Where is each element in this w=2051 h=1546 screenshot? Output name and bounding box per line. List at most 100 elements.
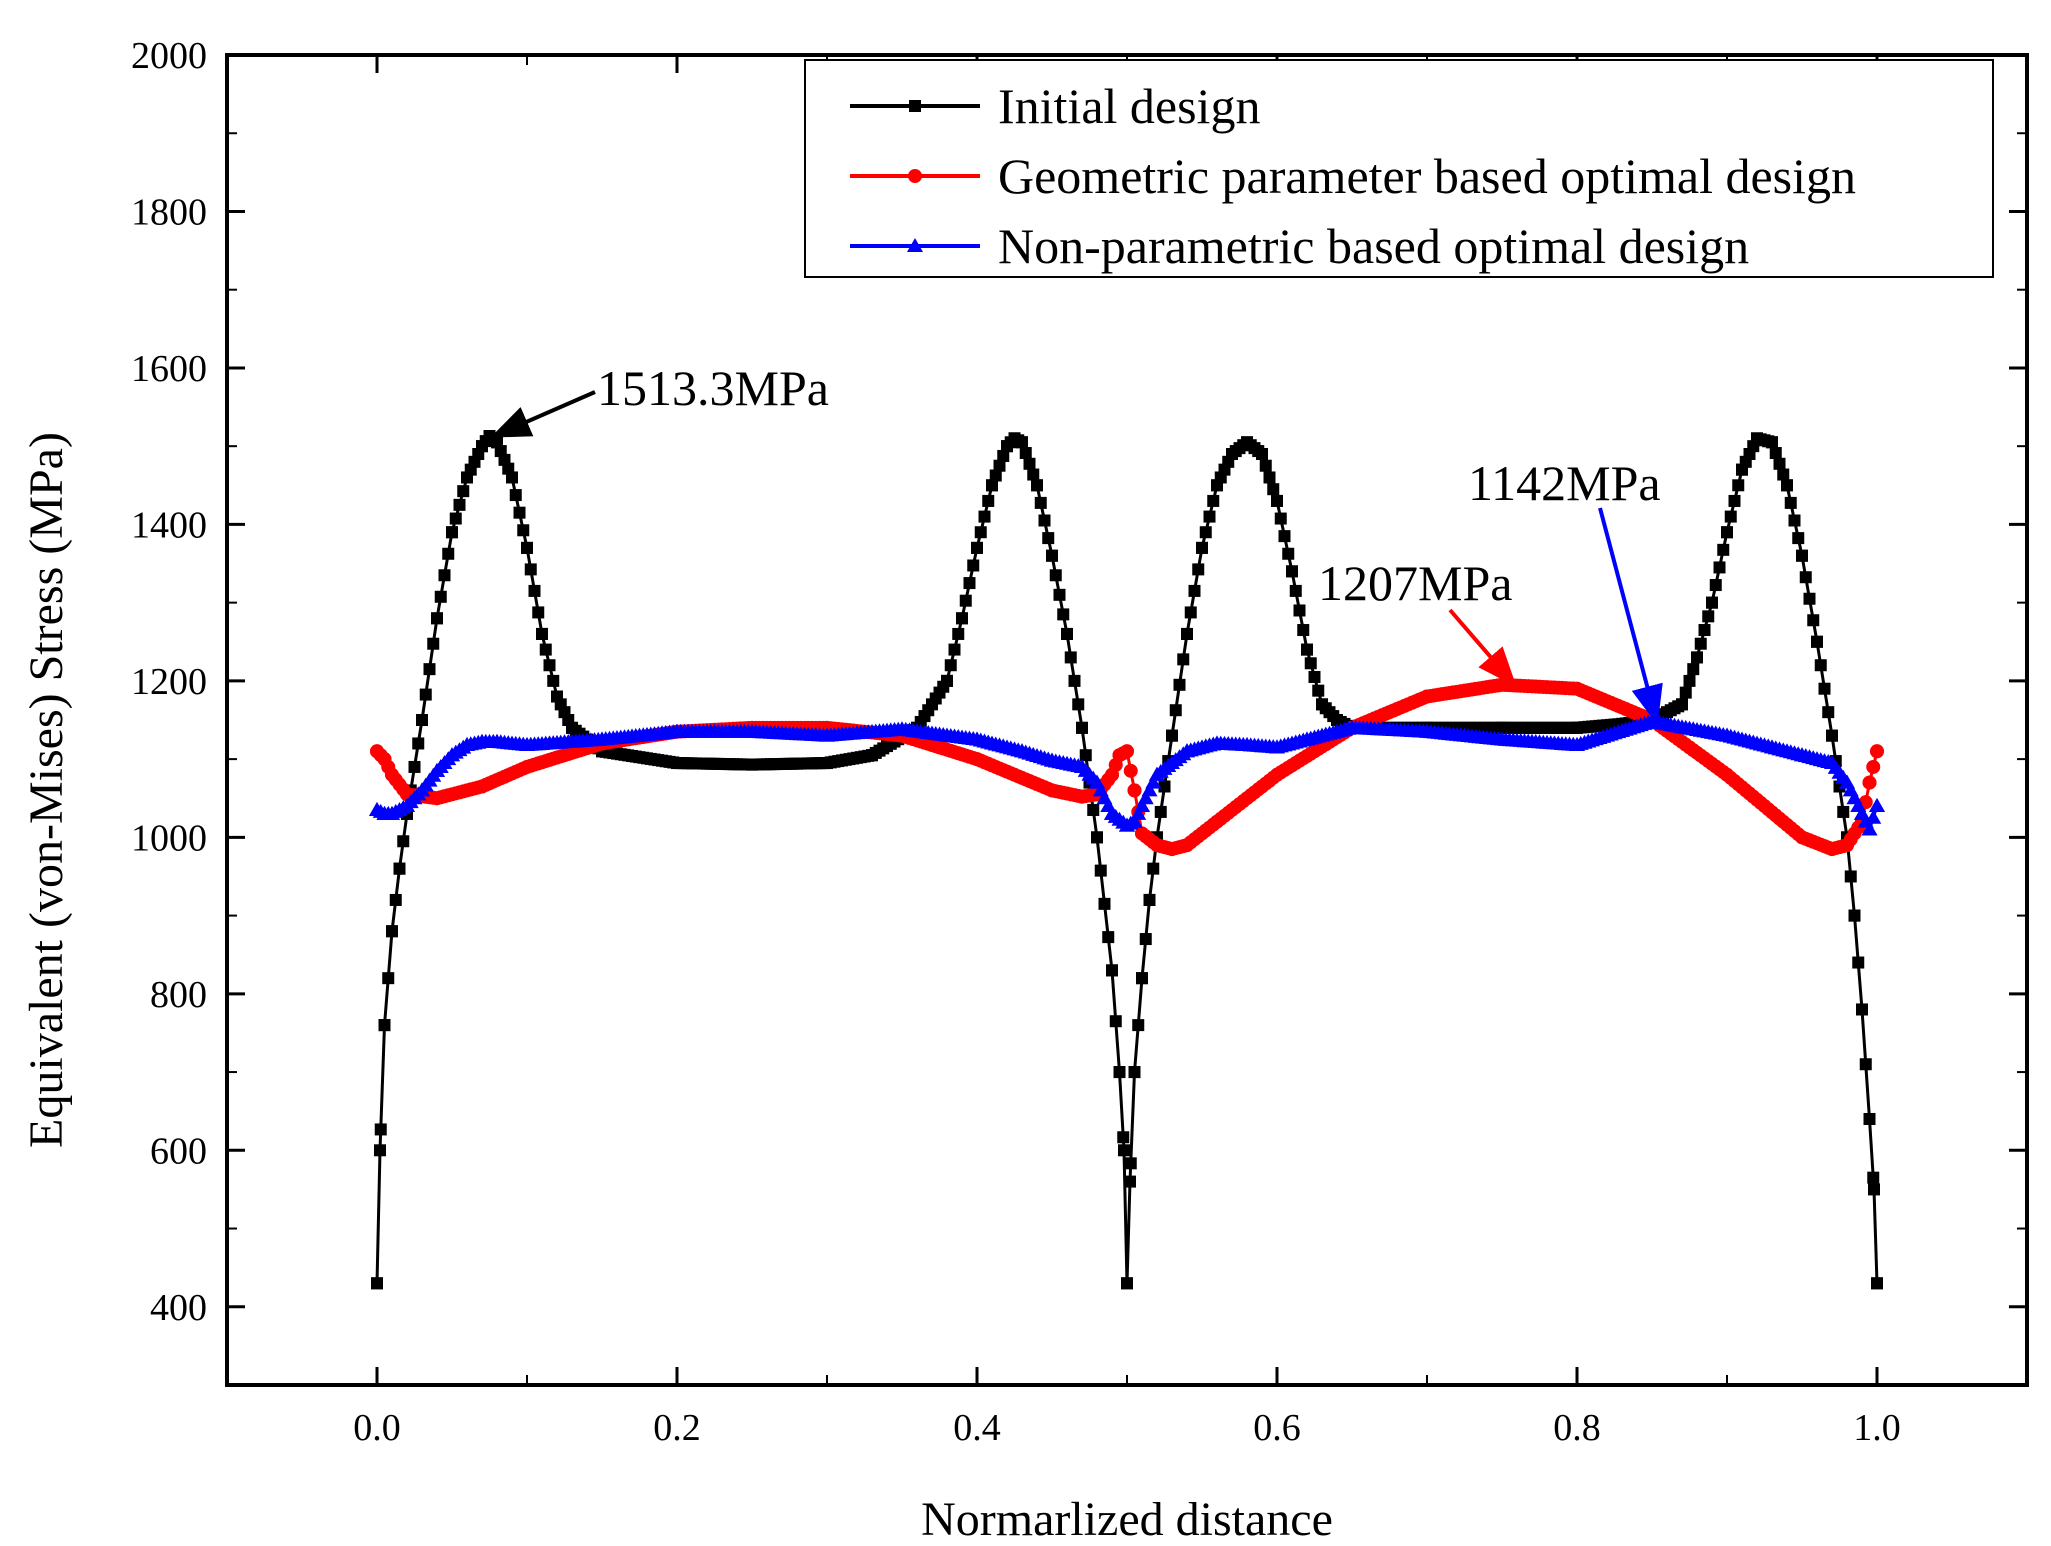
data-point bbox=[1120, 744, 1134, 759]
data-point bbox=[1147, 862, 1160, 875]
data-point bbox=[594, 731, 610, 746]
data-point bbox=[1134, 798, 1150, 813]
data-point bbox=[389, 893, 402, 906]
data-point bbox=[528, 584, 541, 597]
data-point bbox=[1728, 494, 1741, 507]
data-point bbox=[1869, 798, 1885, 813]
data-point bbox=[967, 559, 980, 572]
data-point bbox=[1496, 721, 1508, 734]
data-point bbox=[476, 440, 488, 453]
data-point bbox=[536, 627, 548, 640]
data-point bbox=[1861, 821, 1878, 836]
data-point bbox=[438, 569, 451, 582]
data-point bbox=[1304, 657, 1317, 670]
data-point bbox=[671, 757, 683, 770]
data-point bbox=[1076, 721, 1088, 734]
data-point bbox=[1301, 643, 1313, 656]
legend-label: Geometric parameter based optimal design bbox=[998, 148, 1856, 204]
data-point bbox=[532, 606, 545, 619]
data-point bbox=[1053, 588, 1066, 601]
data-point bbox=[1241, 436, 1253, 449]
data-point bbox=[1154, 805, 1167, 818]
data-point bbox=[374, 1123, 387, 1136]
data-point bbox=[1282, 547, 1295, 560]
data-point bbox=[1123, 763, 1138, 778]
y-tick-label: 1200 bbox=[131, 661, 207, 703]
data-point bbox=[524, 563, 537, 576]
data-point bbox=[1852, 956, 1865, 969]
y-tick-label: 600 bbox=[150, 1130, 207, 1172]
data-point bbox=[423, 663, 436, 676]
data-point bbox=[1072, 698, 1085, 711]
data-point bbox=[1862, 775, 1877, 790]
data-point bbox=[1825, 842, 1839, 857]
data-point bbox=[821, 757, 833, 770]
data-point bbox=[475, 779, 489, 794]
data-point bbox=[393, 862, 406, 875]
data-point bbox=[461, 471, 473, 484]
y-tick-label: 1800 bbox=[131, 191, 207, 233]
data-point bbox=[971, 541, 983, 554]
data-point bbox=[1044, 752, 1060, 767]
tick-labels: 0.0 0.2 0.4 0.6 0.8 1.0 400 600 800 1000 1200 1400 1… bbox=[131, 35, 1901, 1449]
x-tick-label: 0.0 bbox=[353, 1407, 401, 1449]
data-point bbox=[1811, 635, 1823, 648]
data-point bbox=[489, 733, 505, 748]
data-point bbox=[416, 714, 428, 726]
data-point bbox=[1207, 494, 1220, 507]
data-point bbox=[1724, 510, 1737, 523]
data-point bbox=[1702, 610, 1715, 623]
data-point bbox=[1098, 897, 1111, 910]
data-point bbox=[1166, 729, 1178, 742]
data-point bbox=[1188, 584, 1201, 597]
data-point bbox=[1769, 447, 1782, 460]
data-point bbox=[1709, 579, 1722, 592]
data-point bbox=[1687, 663, 1700, 676]
data-point bbox=[1118, 1144, 1130, 1157]
data-point bbox=[566, 721, 578, 734]
data-point bbox=[1239, 737, 1255, 752]
annotations: 1513.3MPa 1207MPa 1142MPa bbox=[490, 360, 1663, 726]
data-point bbox=[1844, 870, 1857, 883]
data-point bbox=[519, 737, 535, 752]
data-point bbox=[1274, 512, 1287, 525]
data-point bbox=[1042, 532, 1055, 545]
legend-marker bbox=[907, 238, 923, 252]
data-point bbox=[419, 688, 432, 701]
data-point bbox=[1717, 543, 1730, 556]
data-point bbox=[453, 498, 466, 511]
data-point bbox=[1127, 783, 1142, 798]
y-tick-label: 1600 bbox=[131, 348, 207, 390]
data-point bbox=[1316, 698, 1328, 711]
data-point bbox=[948, 643, 961, 656]
data-point bbox=[1027, 468, 1040, 481]
data-point bbox=[1784, 496, 1797, 509]
data-point bbox=[430, 791, 444, 806]
data-point bbox=[1135, 826, 1149, 841]
data-point bbox=[1209, 735, 1225, 750]
data-point bbox=[1676, 698, 1688, 711]
data-point bbox=[1854, 805, 1870, 820]
data-point bbox=[1102, 931, 1115, 944]
data-point bbox=[1094, 864, 1107, 877]
data-point bbox=[1169, 704, 1182, 717]
data-point bbox=[1865, 809, 1882, 824]
annotation-label: 1142MPa bbox=[1468, 455, 1661, 511]
data-point bbox=[1720, 767, 1734, 782]
data-point bbox=[1732, 479, 1745, 492]
data-point bbox=[434, 590, 447, 603]
plot-frame bbox=[225, 53, 2029, 1387]
legend-box bbox=[804, 59, 1994, 278]
data-point bbox=[1226, 448, 1238, 460]
data-point bbox=[1764, 739, 1780, 754]
data-point bbox=[1126, 813, 1143, 828]
data-point bbox=[941, 674, 953, 687]
data-point bbox=[1196, 541, 1208, 554]
data-point bbox=[1679, 686, 1692, 699]
y-tick-label: 2000 bbox=[131, 35, 207, 77]
data-point bbox=[944, 659, 957, 672]
data-point bbox=[1079, 749, 1092, 762]
data-point bbox=[1158, 780, 1171, 793]
data-point bbox=[446, 526, 458, 539]
